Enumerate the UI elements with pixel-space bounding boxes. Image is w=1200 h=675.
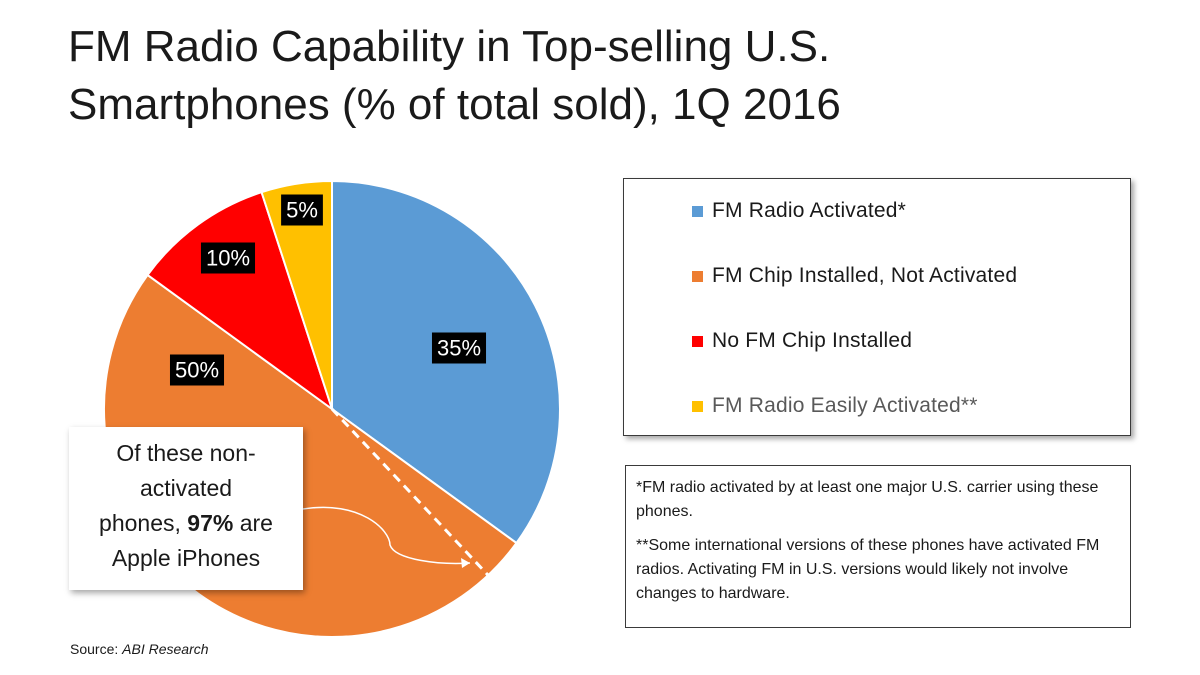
legend-item-fm-easily-activated: FM Radio Easily Activated**: [692, 394, 978, 418]
data-label-3: 5%: [286, 198, 318, 223]
chart-title: FM Radio Capability in Top-selling U.S. …: [68, 22, 841, 129]
data-label-bg-3: [281, 194, 323, 226]
data-label-bg-0: [431, 332, 487, 364]
legend-label: FM Radio Activated*: [712, 199, 907, 222]
callout-arrow-head: [461, 558, 470, 568]
callout-line-2: activated: [139, 475, 233, 501]
dashed-divider: [330, 407, 490, 577]
legend-swatch: [692, 205, 703, 217]
legend-item-fm-radio-activated: FM Radio Activated*: [692, 199, 906, 223]
footnote-2: **Some international versions of these p…: [636, 537, 1100, 602]
data-label-bg-1: [169, 354, 225, 386]
callout-line-3: phones, 97% are: [99, 510, 273, 536]
legend-swatch: [692, 335, 703, 347]
legend-label: No FM Chip Installed: [712, 329, 913, 352]
data-label-2: 10%: [206, 246, 250, 271]
legend-label: FM Radio Easily Activated**: [712, 394, 978, 417]
legend-label: FM Chip Installed, Not Activated: [712, 264, 1018, 287]
legend-swatch: [692, 270, 703, 282]
footnotes-box: *FM radio activated by at least one majo…: [625, 465, 1131, 628]
source-name: ABI Research: [122, 641, 209, 657]
callout-box: Of these non- activated phones, 97% are …: [69, 427, 303, 590]
legend: FM Radio Activated* FM Chip Installed, N…: [623, 178, 1131, 436]
callout-arrow: [302, 506, 471, 565]
pie-slice-3: [260, 179, 333, 410]
callout-line-1: Of these non-: [116, 440, 256, 466]
footnote-1: *FM radio activated by at least one majo…: [636, 479, 1099, 520]
data-label-0: 35%: [437, 336, 481, 361]
source-credit: Source: ABI Research: [70, 641, 209, 657]
pie-slice-2: [146, 190, 334, 412]
data-label-1: 50%: [175, 358, 219, 383]
callout-highlight: 97%: [187, 510, 234, 536]
legend-swatch: [692, 400, 703, 412]
callout-line-4: Apple iPhones: [111, 545, 261, 571]
legend-item-fm-chip-not-activated: FM Chip Installed, Not Activated: [692, 264, 1017, 288]
data-label-bg-2: [200, 242, 256, 274]
legend-item-no-fm-chip: No FM Chip Installed: [692, 329, 912, 353]
